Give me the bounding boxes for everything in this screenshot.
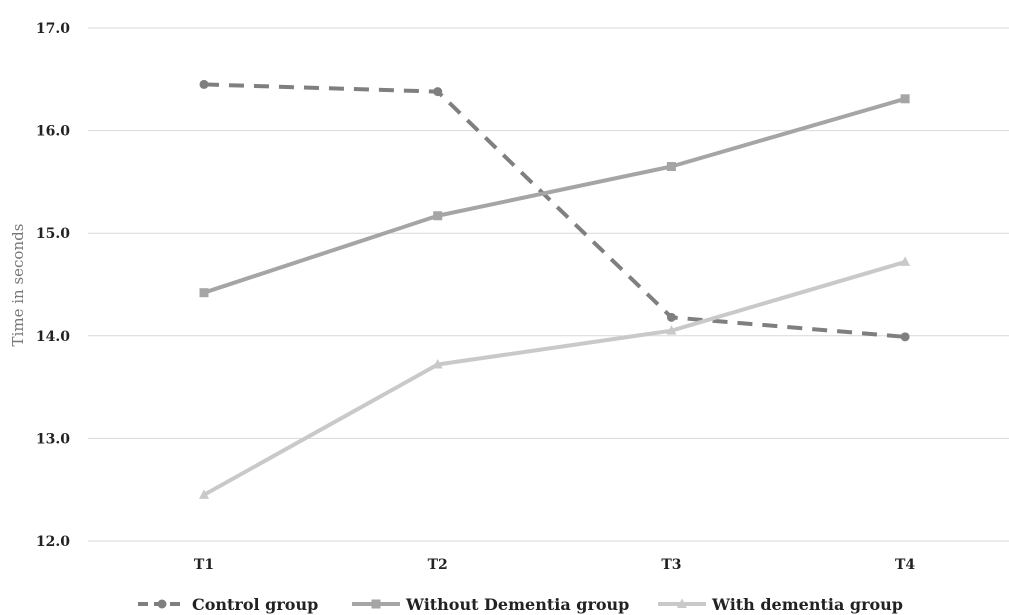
series-line: [203, 82, 906, 339]
data-point: [900, 94, 910, 104]
data-point: [433, 211, 443, 221]
data-point: [666, 312, 676, 322]
series-group: [199, 79, 911, 499]
y-tick-label: 12.0: [36, 534, 70, 550]
series-2: [199, 94, 910, 298]
x-tick-label: T2: [428, 557, 448, 573]
y-tick-label: 17.0: [36, 21, 70, 37]
series-line: [203, 96, 906, 295]
gridlines: [88, 27, 1009, 542]
legend-item: With dementia group: [658, 595, 903, 614]
legend-label: Without Dementia group: [405, 595, 629, 614]
data-point: [199, 489, 209, 499]
y-tick-label: 13.0: [36, 431, 70, 447]
y-tick-label: 15.0: [36, 226, 70, 242]
data-point: [666, 325, 677, 335]
legend-marker: [677, 598, 687, 608]
data-point: [199, 288, 209, 298]
y-tick-label: 16.0: [36, 124, 70, 140]
series-1: [199, 79, 910, 342]
y-axis-ticks: 12.0 13.0 14.0 15.0 16.0 17.0: [36, 21, 70, 550]
legend: Control group Without Dementia group With …: [138, 595, 903, 614]
y-tick-label: 14.0: [36, 329, 70, 345]
data-point: [433, 87, 443, 97]
legend-label: With dementia group: [711, 595, 903, 614]
legend-label: Control group: [192, 595, 318, 614]
legend-marker: [371, 599, 381, 609]
data-point: [666, 162, 676, 172]
legend-marker: [157, 599, 167, 609]
x-tick-label: T3: [661, 557, 681, 573]
series-3: [199, 256, 911, 499]
data-point: [199, 79, 209, 89]
x-tick-label: T4: [895, 557, 915, 573]
data-point: [900, 332, 910, 342]
data-point: [900, 256, 911, 266]
x-axis-ticks: T1 T2 T3 T4: [194, 557, 916, 573]
x-tick-label: T1: [194, 557, 214, 573]
series-line: [203, 260, 906, 497]
y-axis-title: Time in seconds: [9, 224, 27, 347]
legend-item: Control group: [138, 595, 318, 614]
data-point: [432, 359, 443, 369]
legend-item: Without Dementia group: [352, 595, 629, 614]
